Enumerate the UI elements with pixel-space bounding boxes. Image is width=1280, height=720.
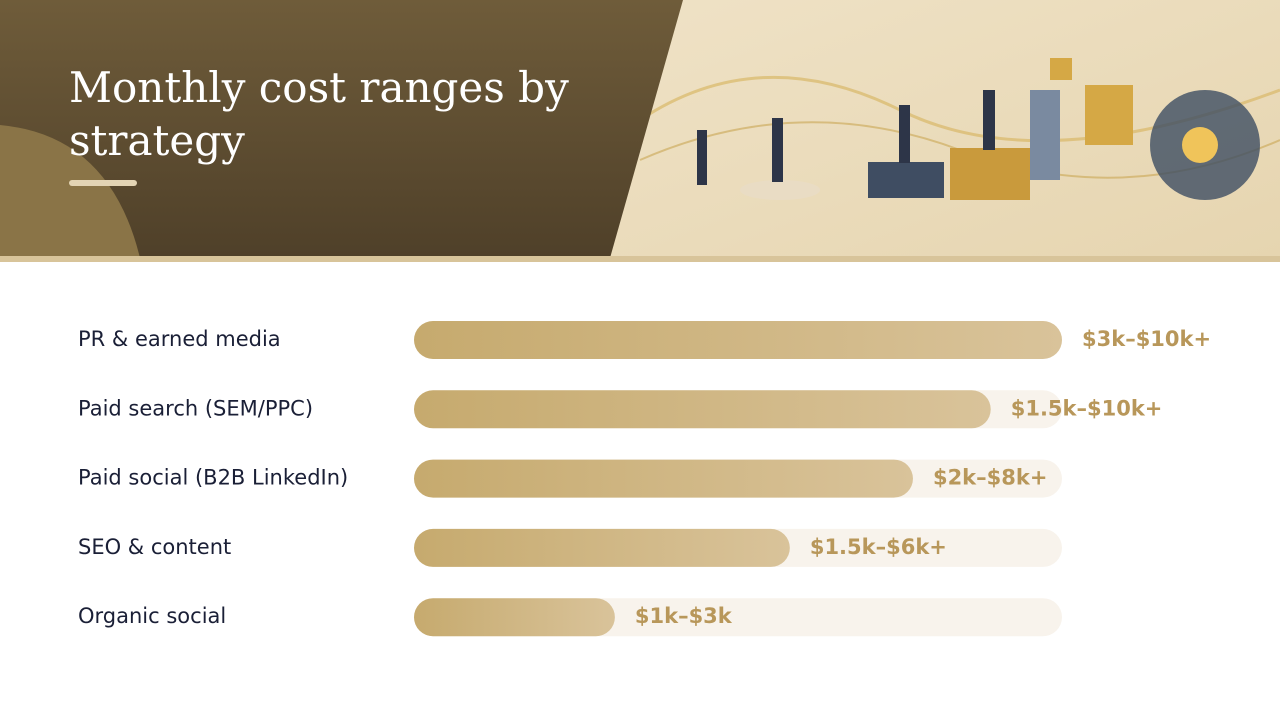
range-label: $1.5k–$10k+ [1011,396,1163,420]
pedestal [950,148,1030,200]
title: Monthly cost ranges by strategy [69,63,582,165]
row-label: PR & earned media [78,327,281,351]
header-panel [0,0,683,258]
row-label: Organic social [78,604,226,628]
row-label: Paid social (B2B LinkedIn) [78,466,348,490]
row-label: SEO & content [78,535,231,559]
decor-block [1030,90,1060,180]
title-underline [69,180,137,186]
decor-block [1085,85,1133,145]
figure [983,90,995,150]
range-label: $1.5k–$6k+ [810,535,947,559]
row-label: Paid search (SEM/PPC) [78,396,313,420]
bar [414,321,1062,359]
bar [414,598,615,637]
title-line: strategy [69,116,245,165]
bar-list: PR & earned media $3k–$10k+ Paid search (S… [78,321,1211,637]
bar [414,459,913,498]
title-line: Monthly cost ranges by [69,63,569,112]
decor-wave [639,75,1280,143]
figure [697,130,707,185]
decor-arc [0,125,140,258]
bar [414,390,991,429]
bar [414,528,790,567]
range-label: $1k–$3k [635,604,733,628]
decor-sun [1182,127,1218,163]
figure [772,118,783,182]
header: Monthly cost ranges by strategy [0,0,1280,262]
range-label: $2k–$8k+ [933,466,1047,490]
pedestal [868,162,944,198]
decor-block [1050,58,1072,80]
range-label: $3k–$10k+ [1082,327,1211,351]
header-rule [0,256,1280,262]
figure [899,105,910,163]
pedestal [740,180,820,200]
